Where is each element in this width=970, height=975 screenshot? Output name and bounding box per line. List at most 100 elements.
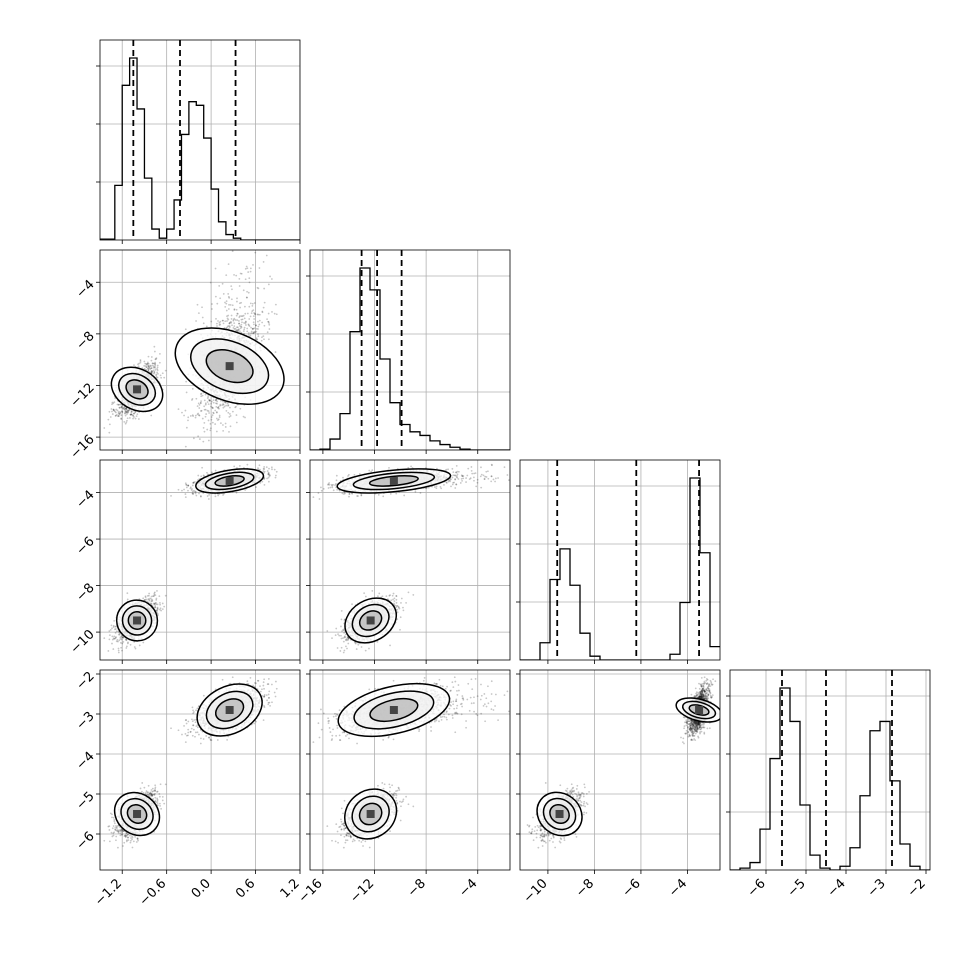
sample-point (185, 446, 187, 448)
sample-point (225, 410, 227, 412)
sample-point (159, 602, 161, 604)
sample-point (108, 630, 110, 632)
sample-point (200, 496, 202, 498)
sample-point (201, 306, 203, 308)
sample-point (251, 331, 253, 333)
sample-point (223, 322, 225, 324)
sample-point (199, 438, 201, 440)
sample-point (195, 320, 197, 322)
sample-point (223, 293, 225, 295)
sample-point (192, 388, 194, 390)
sample-point (242, 315, 244, 317)
sample-point (233, 465, 235, 467)
sample-point (202, 418, 204, 420)
sample-point (238, 328, 240, 330)
sample-point (263, 338, 265, 340)
sample-point (238, 323, 240, 325)
sample-point (187, 419, 189, 421)
sample-point (254, 302, 256, 304)
sample-point (268, 338, 270, 340)
sample-point (233, 327, 235, 329)
sample-point (151, 365, 153, 367)
sample-point (261, 336, 263, 338)
sample-point (129, 417, 131, 419)
sample-point (216, 325, 218, 327)
sample-point (251, 312, 253, 314)
sample-point (113, 625, 115, 627)
sample-point (257, 314, 259, 316)
sample-point (120, 414, 122, 416)
sample-point (226, 320, 228, 322)
sample-point (191, 454, 193, 456)
sample-point (227, 403, 229, 405)
sample-point (244, 322, 246, 324)
sample-point (130, 644, 132, 646)
sample-point (236, 414, 238, 416)
sample-point (253, 315, 255, 317)
sample-point (228, 308, 230, 310)
sample-point (245, 268, 247, 270)
sample-point (219, 324, 221, 326)
sample-point (136, 415, 138, 417)
sample-point (249, 281, 251, 283)
sample-point (189, 488, 191, 490)
sample-point (103, 427, 105, 429)
sample-point (109, 634, 111, 636)
sample-point (250, 327, 252, 329)
sample-point (250, 245, 252, 247)
sample-point (229, 413, 231, 415)
y-tick-label: −4 (73, 277, 97, 301)
sample-point (124, 409, 126, 411)
sample-point (134, 646, 136, 648)
sample-point (112, 413, 114, 415)
sample-point (125, 415, 127, 417)
sample-point (103, 637, 105, 639)
sample-point (144, 363, 146, 365)
sample-point (192, 485, 194, 487)
sample-point (163, 606, 165, 608)
sample-point (207, 495, 209, 497)
sample-point (250, 267, 252, 269)
sample-point (108, 411, 110, 413)
sample-point (203, 427, 205, 429)
sample-point (268, 481, 270, 483)
sample-point (208, 403, 210, 405)
sample-point (255, 486, 257, 488)
sample-point (241, 321, 243, 323)
sample-point (235, 406, 237, 408)
sample-point (253, 318, 255, 320)
sample-point (276, 471, 278, 473)
sample-point (116, 630, 118, 632)
sample-point (157, 365, 159, 367)
sample-point (154, 365, 156, 367)
sample-point (163, 377, 165, 379)
sample-point (251, 310, 253, 312)
sample-point (195, 495, 197, 497)
sample-point (159, 353, 161, 355)
sample-point (206, 472, 208, 474)
sample-point (239, 330, 241, 332)
sample-point (151, 360, 153, 362)
sample-point (276, 313, 278, 315)
sample-point (231, 288, 233, 290)
sample-point (236, 297, 238, 299)
sample-point (148, 363, 150, 365)
sample-point (156, 598, 158, 600)
sample-point (246, 266, 248, 268)
sample-point (185, 496, 187, 498)
sample-point (210, 321, 212, 323)
sample-point (113, 620, 115, 622)
sample-point (228, 416, 230, 418)
sample-point (148, 593, 150, 595)
sample-point (267, 321, 269, 323)
sample-point (200, 410, 202, 412)
sample-point (216, 418, 218, 420)
sample-point (232, 250, 234, 252)
sample-point (122, 641, 124, 643)
sample-point (125, 647, 127, 649)
sample-point (123, 421, 125, 423)
sample-point (140, 359, 142, 361)
sample-point (249, 325, 251, 327)
sample-point (135, 418, 137, 420)
sample-point (197, 405, 199, 407)
